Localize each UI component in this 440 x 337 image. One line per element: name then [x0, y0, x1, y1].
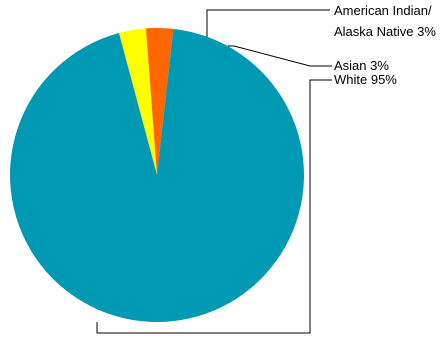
- pie-slice-asian: [145, 28, 174, 176]
- label-american-indian-line2: Alaska Native 3%: [334, 24, 436, 39]
- pie-slices: [10, 28, 305, 322]
- pie-slice-american-indian-alaska-native: [118, 28, 157, 176]
- leader-line-asian: [228, 45, 332, 67]
- label-white: White 95%: [334, 72, 397, 87]
- leader-line-white: [96, 79, 332, 334]
- leader-line-american-indian: [206, 9, 330, 37]
- pie-slice-white: [10, 28, 305, 322]
- label-asian: Asian 3%: [334, 58, 389, 73]
- label-american-indian-line1: American Indian/: [334, 3, 432, 18]
